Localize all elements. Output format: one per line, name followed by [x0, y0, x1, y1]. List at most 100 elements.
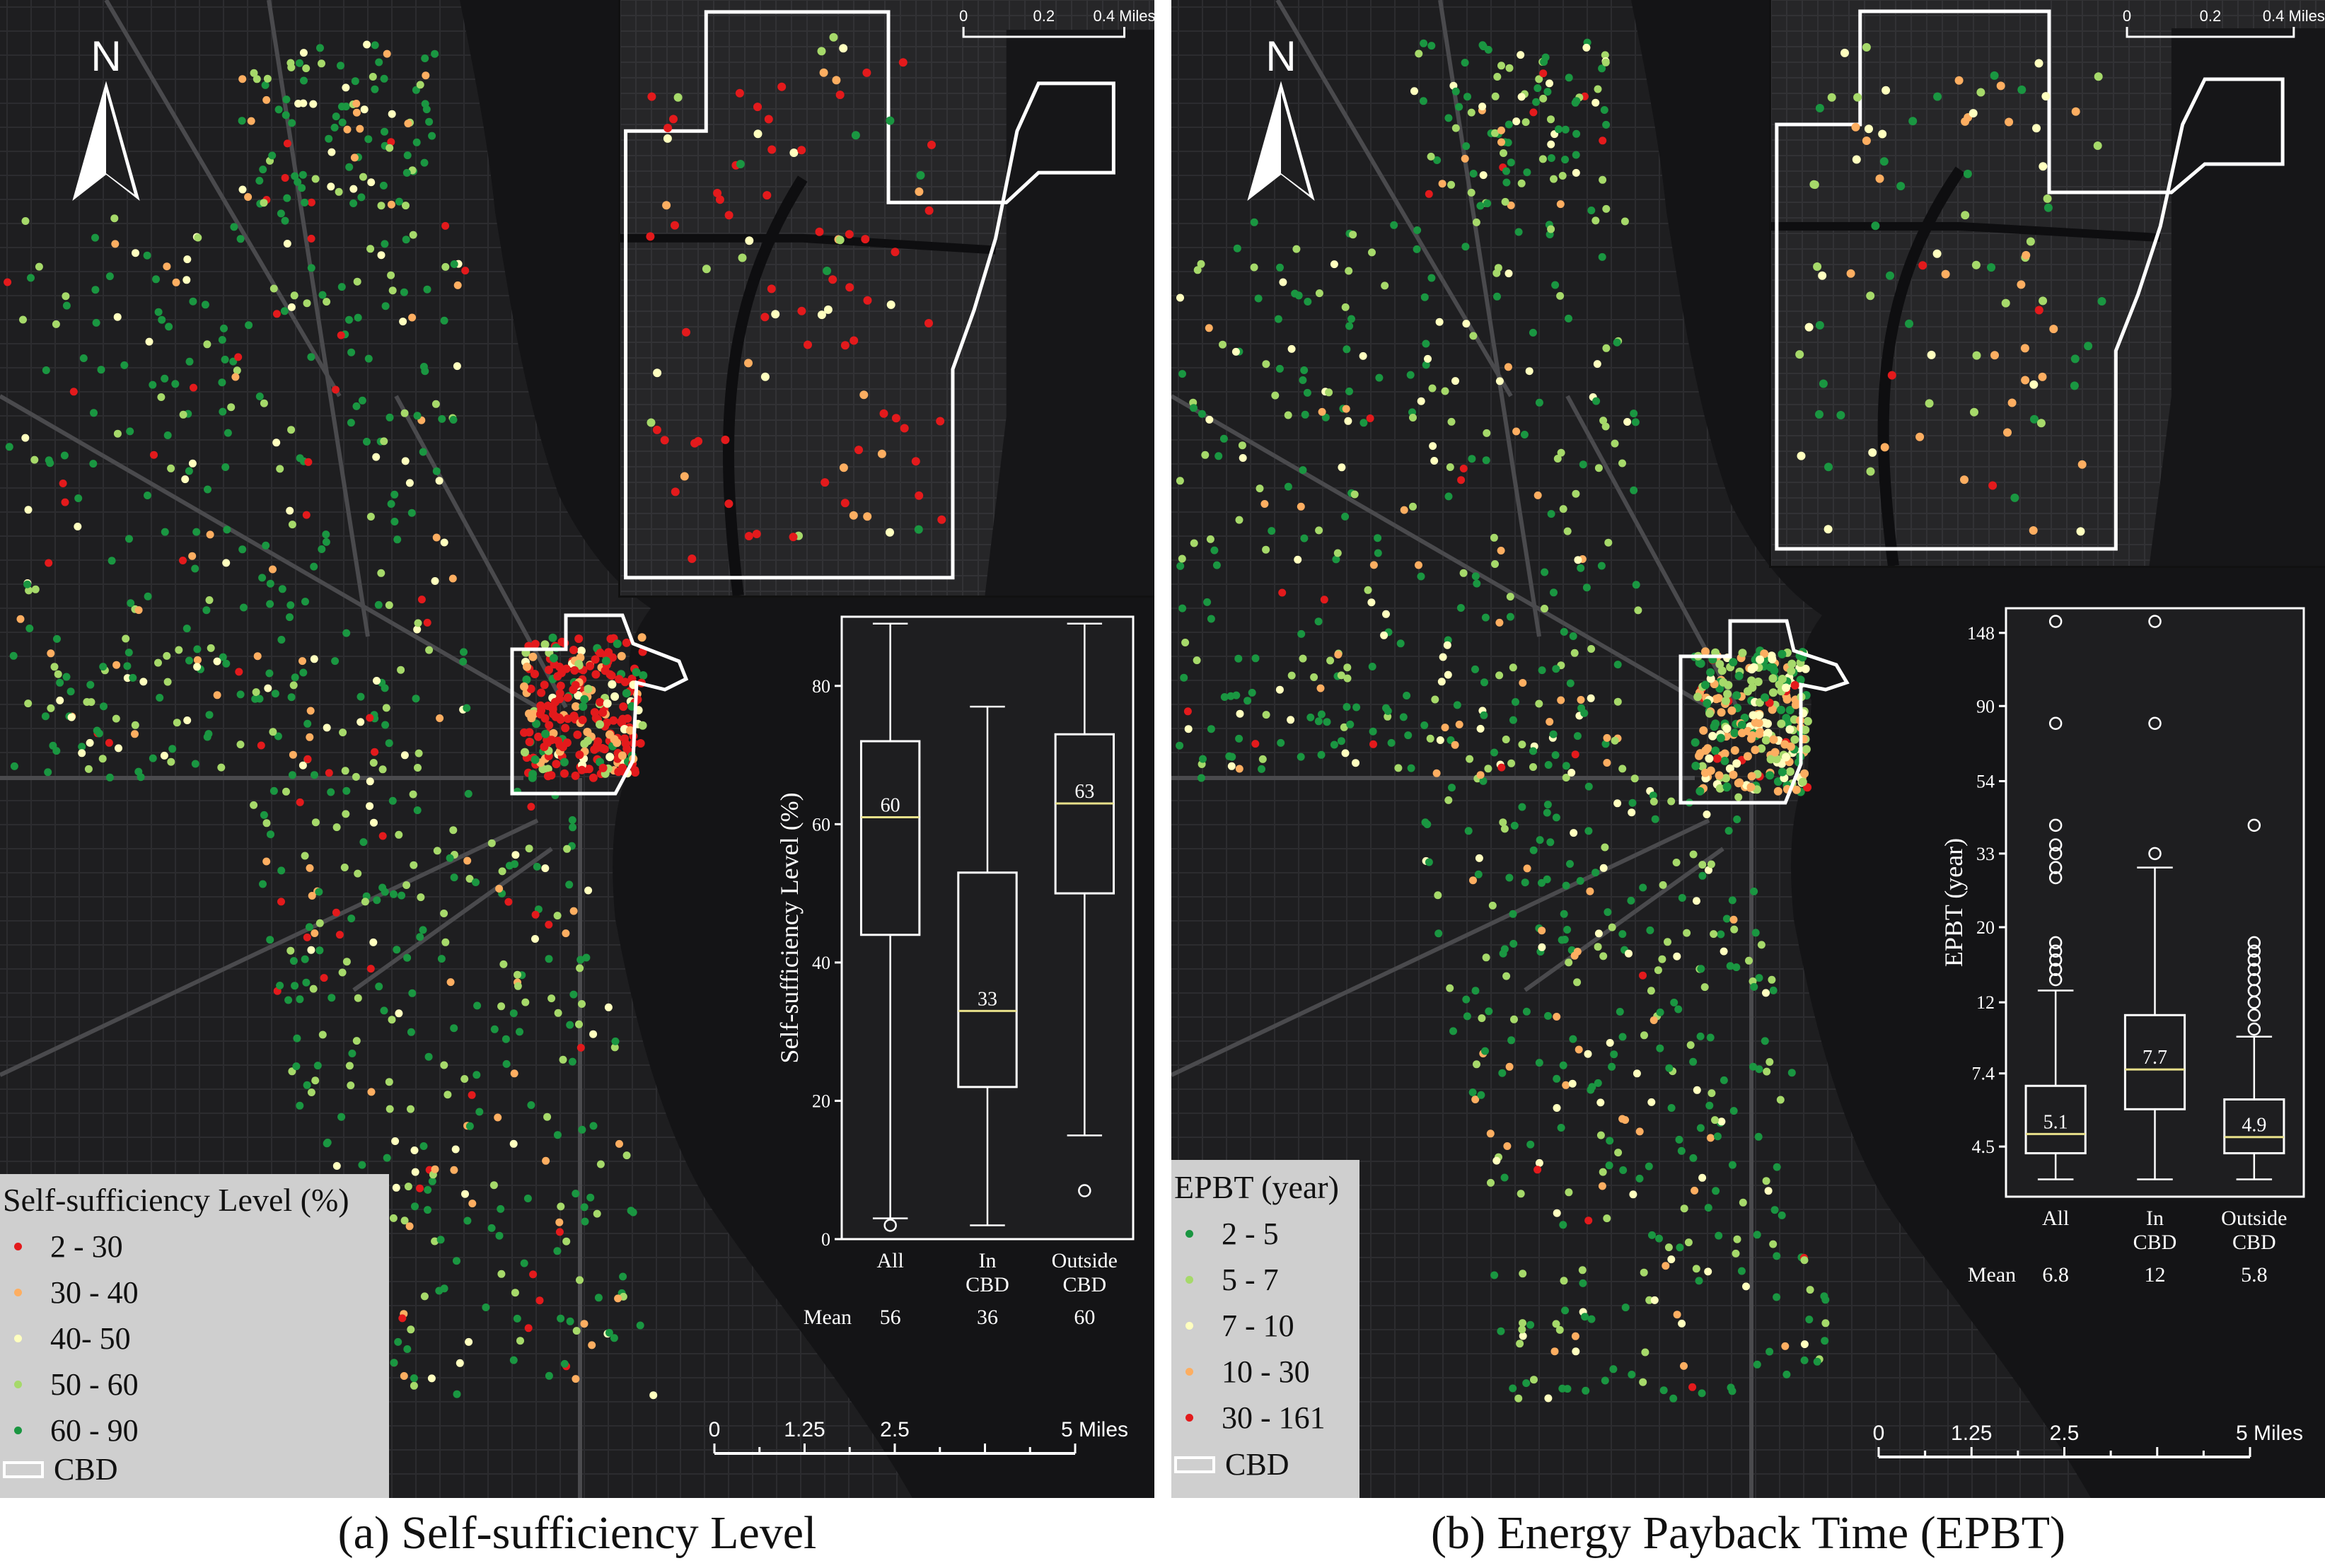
- site-point: [335, 931, 344, 939]
- site-point: [1271, 391, 1280, 400]
- site-point: [504, 898, 513, 906]
- site-point: [289, 750, 297, 759]
- median-label: 7.7: [2143, 1047, 2167, 1069]
- site-point: [1701, 746, 1710, 755]
- site-point: [1558, 172, 1567, 180]
- inset-site-point: [652, 425, 661, 434]
- site-point: [576, 646, 586, 656]
- site-point: [1630, 410, 1638, 418]
- site-point: [1490, 1271, 1499, 1279]
- highway: [1275, 0, 1513, 397]
- site-point: [497, 1270, 506, 1278]
- site-point: [520, 1259, 528, 1267]
- site-point: [1178, 370, 1186, 378]
- site-point: [632, 668, 641, 677]
- site-point: [603, 699, 612, 708]
- site-point: [1316, 684, 1325, 692]
- site-point: [1451, 87, 1460, 95]
- site-point: [1556, 291, 1565, 300]
- category-label: Outside: [2221, 1207, 2287, 1230]
- site-point: [1315, 526, 1323, 535]
- site-point: [1566, 679, 1575, 687]
- site-point: [1444, 796, 1453, 804]
- inset-site-point: [2097, 297, 2106, 306]
- inset-site-point: [877, 449, 886, 458]
- site-point: [487, 839, 496, 847]
- site-point: [1467, 108, 1475, 117]
- median-label: 5.1: [2043, 1111, 2068, 1133]
- site-point: [325, 134, 333, 143]
- outlier: [2247, 953, 2261, 967]
- site-point: [1301, 410, 1309, 419]
- site-point: [238, 545, 247, 554]
- site-point: [584, 685, 593, 694]
- site-point: [1180, 673, 1188, 682]
- site-point: [1713, 1132, 1722, 1141]
- site-point: [1541, 568, 1549, 576]
- site-point: [1183, 707, 1192, 716]
- site-point: [1754, 1132, 1763, 1141]
- site-point: [1456, 604, 1465, 612]
- site-point: [1193, 266, 1202, 274]
- site-point: [1485, 1007, 1493, 1016]
- site-point: [525, 844, 533, 853]
- site-point: [56, 696, 64, 704]
- site-point: [446, 854, 454, 862]
- site-point: [554, 1009, 562, 1017]
- site-point: [307, 234, 315, 243]
- site-point: [1449, 1027, 1457, 1035]
- scale-label: 2.5: [880, 1418, 910, 1441]
- site-point: [1256, 484, 1264, 493]
- site-point: [1803, 716, 1812, 726]
- site-point: [113, 313, 122, 321]
- site-point: [1695, 1277, 1703, 1285]
- site-point: [1516, 1340, 1524, 1348]
- site-point: [345, 1062, 354, 1070]
- scale-label: 5 Miles: [1061, 1418, 1128, 1441]
- site-point: [262, 819, 271, 827]
- mean-value: 5.8: [2241, 1263, 2268, 1287]
- site-point: [541, 729, 550, 738]
- site-point: [1645, 1296, 1654, 1304]
- site-point: [1634, 606, 1642, 615]
- y-tick-label: 90: [1976, 696, 1995, 716]
- site-point: [424, 1185, 432, 1194]
- category-label: CBD: [2133, 1231, 2177, 1254]
- site-point: [1473, 579, 1481, 588]
- site-point: [1599, 175, 1607, 184]
- inset-site-point: [863, 512, 872, 521]
- site-point: [1650, 1296, 1659, 1304]
- site-point: [1502, 178, 1511, 187]
- site-point: [527, 1101, 535, 1109]
- site-point: [1547, 115, 1555, 124]
- site-point: [91, 286, 100, 294]
- site-point: [204, 485, 211, 494]
- site-point: [572, 1327, 581, 1335]
- site-point: [1667, 797, 1676, 806]
- site-point: [1787, 666, 1796, 675]
- site-point: [410, 1146, 419, 1154]
- site-point: [465, 875, 474, 883]
- legend-item: 30 - 161: [1185, 1396, 1326, 1439]
- site-point: [639, 671, 648, 680]
- site-point: [193, 656, 202, 664]
- box: [2123, 1014, 2186, 1110]
- site-point: [318, 291, 327, 299]
- site-point: [1649, 791, 1657, 800]
- site-point: [193, 663, 202, 671]
- site-point: [502, 1059, 511, 1068]
- outlier: [2048, 871, 2063, 885]
- site-point: [1572, 129, 1581, 138]
- site-point: [1419, 97, 1427, 105]
- site-point: [221, 355, 229, 364]
- site-point: [1467, 188, 1475, 197]
- site-point: [1352, 759, 1359, 767]
- site-point: [1284, 411, 1292, 419]
- inset-site-point: [832, 76, 841, 85]
- legend-swatch: [1185, 1229, 1193, 1238]
- site-point: [269, 728, 277, 736]
- site-point: [1747, 676, 1756, 685]
- site-point: [464, 789, 472, 798]
- site-point: [1673, 1311, 1681, 1319]
- river: [620, 233, 996, 255]
